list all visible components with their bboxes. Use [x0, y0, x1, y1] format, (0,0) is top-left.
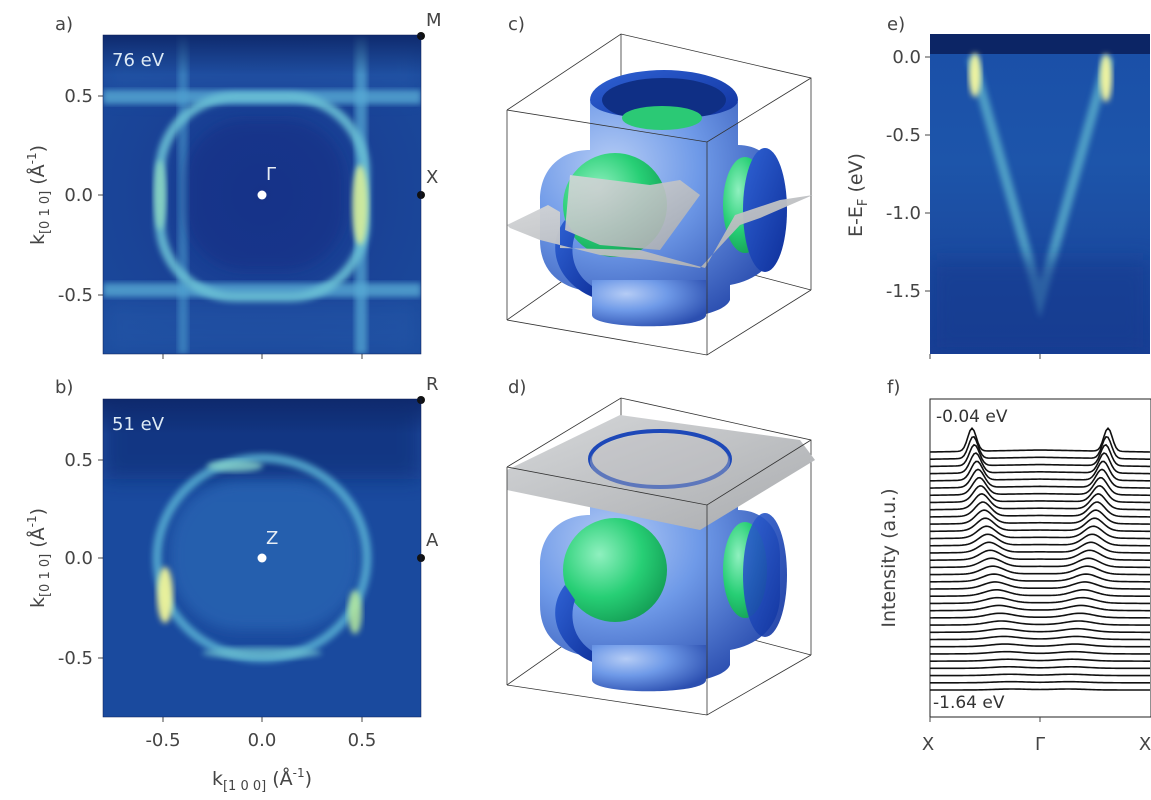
- edc-curve: [929, 525, 1151, 540]
- edc-curve: [929, 541, 1151, 554]
- y-axis-label-a: k[0 1 0] (Å-1): [25, 145, 53, 245]
- edc-curve: [929, 517, 1151, 533]
- edc-curve: [930, 665, 1150, 670]
- band-dispersion-map: [930, 34, 1150, 354]
- edc-curve: [929, 604, 1151, 612]
- edc-curve: [929, 501, 1151, 518]
- edc-curve: [929, 627, 1151, 634]
- top-curve-label: -0.04 eV: [936, 407, 1008, 427]
- panel-a: a) 76 eV Γ M X: [25, 10, 442, 359]
- edc-curve: [929, 435, 1151, 461]
- y-axis-e: 0.0 -0.5 -1.0 -1.5 E-EF (eV): [845, 47, 930, 302]
- fermi-surface-d: [506, 397, 815, 716]
- edc-curve: [929, 589, 1151, 598]
- edc-curve: [929, 468, 1151, 489]
- edc-curve: [929, 565, 1151, 576]
- x-axis-label-b: k[1 0 0] (Å-1): [212, 766, 312, 794]
- y-tick-label: -1.5: [886, 281, 921, 302]
- y-tick-label: 0.5: [64, 450, 93, 471]
- edc-curve: [929, 549, 1151, 561]
- edc-curve: [929, 493, 1151, 511]
- x-tick-label: X: [922, 734, 934, 755]
- panel-b: b) 51 eV Z R A 0.5 0.0 -0.5 k[0 1 0] (Å-…: [25, 374, 439, 794]
- edc-curve: [930, 688, 1150, 691]
- y-tick-label: 0.0: [64, 548, 93, 569]
- y-tick-label: 0.0: [892, 47, 921, 68]
- edc-curve: [930, 658, 1150, 662]
- fermi-map-a: [103, 35, 421, 354]
- y-axis-b: 0.5 0.0 -0.5 k[0 1 0] (Å-1): [25, 450, 103, 669]
- panel-c-label: c): [508, 14, 525, 35]
- y-axis-label-e: E-EF (eV): [845, 153, 871, 237]
- z-point-marker: [257, 553, 267, 563]
- edc-curve: [929, 426, 1151, 453]
- panel-a-label: a): [55, 14, 73, 35]
- x-point-label: X: [426, 167, 438, 188]
- edc-curve: [929, 476, 1151, 497]
- bottom-curve-label: -1.64 eV: [933, 693, 1005, 713]
- m-point-label: M: [426, 10, 442, 31]
- x-axis-b: -0.5 0.0 0.5 k[1 0 0] (Å-1): [145, 717, 376, 794]
- x-tick-label: X: [1139, 734, 1151, 755]
- edc-curve: [929, 620, 1151, 626]
- fermi-surface-c: [506, 33, 813, 356]
- edc-curve: [929, 650, 1151, 655]
- panel-e-label: e): [887, 14, 905, 35]
- edc-curve: [929, 443, 1151, 468]
- edc-frame: [929, 398, 1151, 718]
- gamma-point-marker: [257, 190, 267, 200]
- panel-d-label: d): [508, 377, 526, 398]
- x-axis-f: X Γ X: [922, 717, 1151, 755]
- panel-f: f) -0.04 eV -1.64 eV Intensity (a.u.) X …: [878, 377, 1151, 755]
- edc-curve: [929, 484, 1151, 504]
- y-tick-label: -1.0: [886, 203, 921, 224]
- energy-distribution-curves: [929, 426, 1151, 691]
- edc-curve: [929, 533, 1151, 547]
- y-tick-label: -0.5: [886, 125, 921, 146]
- edc-curve: [929, 509, 1151, 525]
- edc-curve: [929, 573, 1151, 583]
- panel-f-label: f): [887, 377, 900, 398]
- panel-c: c): [506, 14, 813, 356]
- y-axis-a: 0.5 0.0 -0.5 k[0 1 0] (Å-1): [25, 86, 103, 306]
- x-tick-label: Γ: [1035, 734, 1045, 755]
- y-axis-label-b: k[0 1 0] (Å-1): [25, 508, 53, 608]
- y-tick-label: 0.5: [64, 86, 93, 107]
- x-tick-label: -0.5: [145, 730, 180, 751]
- edc-curve: [929, 612, 1151, 619]
- edc-curve: [929, 596, 1151, 605]
- y-tick-label: 0.0: [64, 185, 93, 206]
- x-tick-label: 0.0: [248, 730, 277, 751]
- edc-curve: [929, 460, 1151, 482]
- edc-curve: [929, 635, 1151, 641]
- y-tick-label: -0.5: [58, 285, 93, 306]
- z-point-label: Z: [266, 528, 278, 549]
- energy-label-a: 76 eV: [112, 50, 165, 71]
- edc-curve: [930, 680, 1150, 684]
- edc-curve: [929, 673, 1151, 677]
- panel-d: d): [506, 377, 815, 716]
- edc-curve: [929, 557, 1151, 569]
- x-tick-label: 0.5: [348, 730, 377, 751]
- gamma-point-label: Γ: [266, 164, 276, 185]
- y-tick-label: -0.5: [58, 648, 93, 669]
- edc-curve: [929, 643, 1151, 648]
- a-point-label: A: [426, 530, 439, 551]
- panel-b-label: b): [55, 377, 73, 398]
- edc-curve: [929, 581, 1151, 590]
- edc-curve: [929, 452, 1151, 475]
- panel-e: e) 0.0 -0.5 -1.0 -1.5 E-EF (eV): [845, 14, 1150, 359]
- energy-label-b: 51 eV: [112, 414, 165, 435]
- r-point-label: R: [426, 374, 439, 395]
- y-axis-label-f: Intensity (a.u.): [878, 488, 900, 627]
